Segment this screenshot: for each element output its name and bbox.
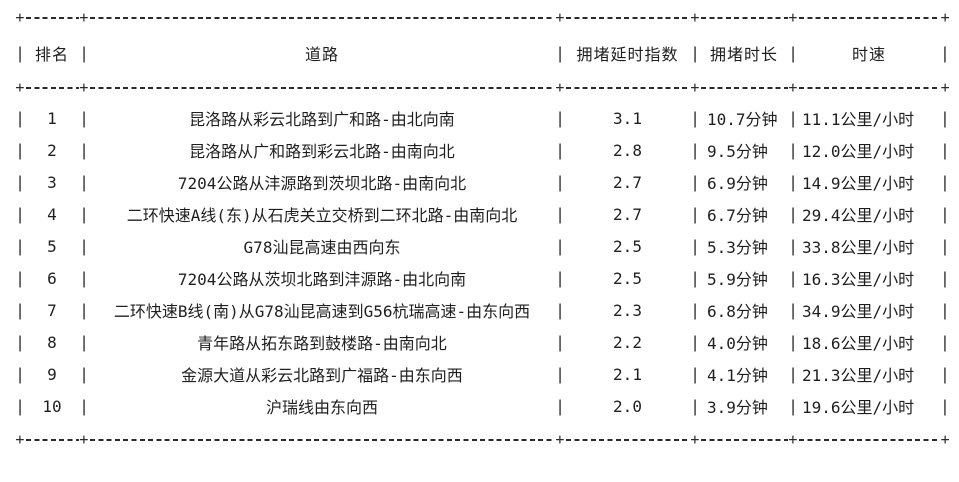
cell-duration: 3.9分钟	[695, 390, 793, 422]
cell-delay-index: 2.7	[560, 198, 695, 230]
cell-delay-index: 2.0	[560, 390, 695, 422]
cell-duration: 4.0分钟	[695, 326, 793, 358]
cell-speed: 11.1公里/小时	[793, 102, 945, 134]
cell-delay-index: 2.5	[560, 230, 695, 262]
cell-speed: 33.8公里/小时	[793, 230, 945, 262]
table-row: 2 昆洛路从广和路到彩云北路-由南向北 2.8 9.5分钟 12.0公里/小时	[20, 134, 945, 166]
cell-rank: 8	[20, 326, 84, 358]
cell-road: 金源大道从彩云北路到广福路-由东向西	[84, 358, 560, 390]
cell-road: 7204公路从茨坝北路到沣源路-由北向南	[84, 262, 560, 294]
table-row: 10 沪瑞线由东向西 2.0 3.9分钟 19.6公里/小时	[20, 390, 945, 422]
table-row: 9 金源大道从彩云北路到广福路-由东向西 2.1 4.1分钟 21.3公里/小时	[20, 358, 945, 390]
cell-rank: 1	[20, 102, 84, 134]
table-row: 4 二环快速A线(东)从石虎关立交桥到二环北路-由南向北 2.7 6.7分钟 2…	[20, 198, 945, 230]
cell-road: 二环快速B线(南)从G78汕昆高速到G56杭瑞高速-由东向西	[84, 294, 560, 326]
cell-delay-index: 2.1	[560, 358, 695, 390]
cell-speed: 14.9公里/小时	[793, 166, 945, 198]
table-row: 7 二环快速B线(南)从G78汕昆高速到G56杭瑞高速-由东向西 2.3 6.8…	[20, 294, 945, 326]
column-header-rank: 排名	[20, 18, 84, 88]
cell-speed: 12.0公里/小时	[793, 134, 945, 166]
column-header-duration: 拥堵时长	[695, 18, 793, 88]
cell-delay-index: 2.7	[560, 166, 695, 198]
table-row: 1 昆洛路从彩云北路到广和路-由北向南 3.1 10.7分钟 11.1公里/小时	[20, 102, 945, 134]
table-row: 6 7204公路从茨坝北路到沣源路-由北向南 2.5 5.9分钟 16.3公里/…	[20, 262, 945, 294]
cell-duration: 6.7分钟	[695, 198, 793, 230]
cell-duration: 4.1分钟	[695, 358, 793, 390]
cell-rank: 10	[20, 390, 84, 422]
cell-road: 7204公路从沣源路到茨坝北路-由南向北	[84, 166, 560, 198]
table-header-row: 排名 道路 拥堵延时指数 拥堵时长 时速	[20, 18, 945, 88]
cell-rank: 5	[20, 230, 84, 262]
cell-duration: 5.9分钟	[695, 262, 793, 294]
cell-rank: 2	[20, 134, 84, 166]
cell-duration: 6.9分钟	[695, 166, 793, 198]
cell-duration: 5.3分钟	[695, 230, 793, 262]
column-header-road: 道路	[84, 18, 560, 88]
cell-rank: 9	[20, 358, 84, 390]
cell-road: 二环快速A线(东)从石虎关立交桥到二环北路-由南向北	[84, 198, 560, 230]
cell-delay-index: 2.5	[560, 262, 695, 294]
cell-speed: 34.9公里/小时	[793, 294, 945, 326]
table-row: 5 G78汕昆高速由西向东 2.5 5.3分钟 33.8公里/小时	[20, 230, 945, 262]
cell-duration: 9.5分钟	[695, 134, 793, 166]
table-row: 8 青年路从拓东路到鼓楼路-由南向北 2.2 4.0分钟 18.6公里/小时	[20, 326, 945, 358]
cell-delay-index: 3.1	[560, 102, 695, 134]
cell-speed: 18.6公里/小时	[793, 326, 945, 358]
cell-road: 青年路从拓东路到鼓楼路-由南向北	[84, 326, 560, 358]
column-header-delay-index: 拥堵延时指数	[560, 18, 695, 88]
cell-rank: 4	[20, 198, 84, 230]
cell-speed: 21.3公里/小时	[793, 358, 945, 390]
table-body: 1 昆洛路从彩云北路到广和路-由北向南 3.1 10.7分钟 11.1公里/小时…	[20, 88, 945, 440]
cell-road: G78汕昆高速由西向东	[84, 230, 560, 262]
cell-speed: 29.4公里/小时	[793, 198, 945, 230]
table-row: 3 7204公路从沣源路到茨坝北路-由南向北 2.7 6.9分钟 14.9公里/…	[20, 166, 945, 198]
cell-rank: 6	[20, 262, 84, 294]
cell-road: 昆洛路从广和路到彩云北路-由南向北	[84, 134, 560, 166]
cell-delay-index: 2.3	[560, 294, 695, 326]
cell-duration: 6.8分钟	[695, 294, 793, 326]
cell-rank: 7	[20, 294, 84, 326]
cell-speed: 19.6公里/小时	[793, 390, 945, 422]
cell-delay-index: 2.2	[560, 326, 695, 358]
cell-road: 沪瑞线由东向西	[84, 390, 560, 422]
cell-duration: 10.7分钟	[695, 102, 793, 134]
cell-speed: 16.3公里/小时	[793, 262, 945, 294]
traffic-rank-table: 排名 道路 拥堵延时指数 拥堵时长 时速 1 昆洛路从彩云北路到广和路-由北向南…	[20, 17, 945, 441]
cell-delay-index: 2.8	[560, 134, 695, 166]
cell-road: 昆洛路从彩云北路到广和路-由北向南	[84, 102, 560, 134]
column-header-speed: 时速	[793, 18, 945, 88]
cell-rank: 3	[20, 166, 84, 198]
